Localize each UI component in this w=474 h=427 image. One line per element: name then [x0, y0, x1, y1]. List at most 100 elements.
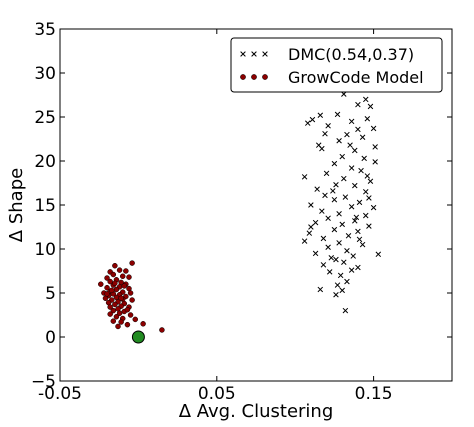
y-tick-label: 15 — [34, 196, 56, 216]
dmc-point — [353, 214, 360, 221]
dmc-point — [330, 188, 336, 194]
dmc-point — [339, 221, 345, 228]
dmc-point — [326, 269, 333, 275]
dmc-point — [328, 255, 335, 261]
dmc-point — [367, 103, 374, 110]
dmc-point — [348, 267, 355, 273]
growcode-point — [104, 284, 110, 291]
dmc-point — [345, 233, 352, 239]
growcode-point — [118, 319, 124, 325]
x-axis-label: Δ Avg. Clustering — [179, 401, 334, 422]
dmc-point — [363, 96, 369, 103]
growcode-point — [119, 273, 126, 280]
dmc-point — [355, 101, 361, 108]
dmc-point — [342, 307, 349, 314]
dmc-point — [319, 208, 325, 214]
dmc-point — [312, 250, 319, 257]
growcode-point — [115, 323, 121, 330]
legend-marker-dmc — [262, 51, 268, 57]
growcode-point — [129, 260, 135, 266]
dmc-point — [334, 282, 341, 288]
legend-markers — [240, 51, 268, 80]
growcode-point — [113, 314, 120, 320]
growcode-point — [140, 321, 146, 327]
dmc-point — [367, 178, 374, 184]
dmc-point — [308, 202, 314, 208]
growcode-point — [110, 307, 117, 314]
dmc-point — [366, 223, 372, 229]
growcode-point — [118, 295, 124, 302]
y-tick-label: 35 — [34, 20, 56, 40]
growcode-point — [98, 281, 104, 287]
growcode-point — [127, 312, 134, 318]
x-tick-label: -0.05 — [38, 384, 82, 404]
legend-marker-growcode — [251, 74, 257, 80]
growcode-point — [104, 275, 110, 281]
growcode-point — [123, 268, 129, 274]
growcode-point — [159, 327, 165, 333]
dmc-point — [325, 123, 331, 129]
dmc-point — [308, 224, 314, 230]
growcode-point — [107, 311, 113, 317]
growcode-point — [121, 283, 128, 289]
dmc-point — [331, 226, 338, 233]
y-tick-label: 30 — [34, 64, 56, 84]
dmc-point — [312, 219, 319, 226]
dmc-point — [320, 235, 327, 242]
y-tick-label: 0 — [45, 328, 56, 348]
growcode-point — [104, 291, 110, 297]
dmc-point — [372, 144, 378, 150]
dmc-point — [333, 182, 339, 188]
dmc-point — [339, 287, 345, 294]
dmc-point — [350, 253, 356, 259]
y-tick-label: 20 — [34, 152, 56, 172]
dmc-point — [352, 218, 358, 224]
dmc-point — [322, 130, 328, 137]
dmc-point — [355, 126, 361, 133]
dmc-point — [363, 212, 369, 219]
dmc-point — [359, 134, 366, 140]
dmc-point — [304, 120, 311, 126]
dmc-point — [341, 91, 347, 97]
growcode-point — [110, 271, 117, 278]
dmc-point — [364, 173, 371, 179]
dmc-point — [356, 199, 363, 206]
dmc-point — [375, 251, 382, 258]
dmc-point — [331, 160, 338, 167]
points-layer — [98, 91, 382, 344]
dmc-point — [347, 142, 353, 148]
dmc-point — [309, 116, 316, 123]
dmc-point — [336, 138, 342, 144]
growcode-point — [110, 318, 117, 324]
growcode-point — [116, 310, 123, 316]
dmc-point — [344, 131, 350, 138]
dmc-point — [352, 182, 358, 189]
dmc-point — [301, 238, 308, 244]
dmc-point — [306, 230, 313, 236]
growcode-point — [127, 290, 134, 296]
growcode-point — [107, 278, 113, 285]
growcode-point — [126, 274, 132, 280]
x-tick-label: 0.05 — [198, 384, 236, 404]
dmc-point — [337, 272, 344, 279]
growcode-point — [124, 306, 131, 313]
dmc-point — [322, 192, 328, 199]
dmc-point — [356, 236, 363, 243]
growcode-point — [112, 262, 118, 269]
growcode-point — [113, 286, 120, 293]
dmc-point — [342, 194, 349, 200]
legend-marker-dmc — [251, 51, 257, 57]
growcode-point — [112, 301, 118, 308]
dmc-point — [344, 278, 350, 285]
growcode-point — [116, 267, 123, 273]
growcode-point — [112, 280, 118, 287]
dmc-point — [341, 259, 347, 265]
dmc-point — [325, 215, 331, 221]
dmc-point — [372, 159, 378, 165]
dmc-point — [348, 165, 355, 171]
legend-label-dmc: DMC(0.54,0.37) — [288, 45, 414, 64]
growcode-point — [132, 316, 139, 323]
dmc-point — [358, 167, 364, 174]
growcode-point — [124, 321, 131, 328]
